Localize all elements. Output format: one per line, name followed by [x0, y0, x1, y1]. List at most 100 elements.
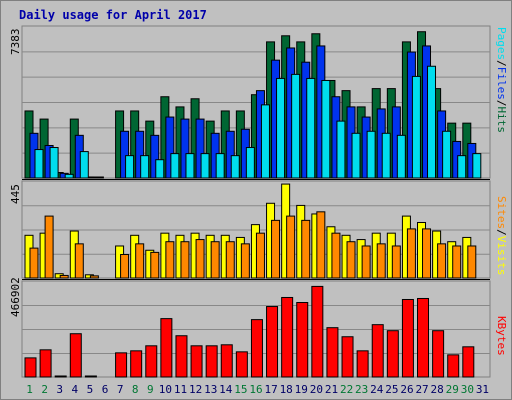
bar-pages-day-22	[351, 132, 361, 179]
bar-pages-day-4	[79, 151, 89, 179]
day-label-15: 15	[234, 383, 247, 396]
bar-kbytes-day-22	[341, 336, 354, 378]
bar-sites-day-23	[361, 245, 371, 279]
day-label-25: 25	[385, 383, 398, 396]
day-label-21: 21	[325, 383, 338, 396]
bar-sites-day-2	[44, 215, 54, 279]
day-label-22: 22	[340, 383, 353, 396]
bar-files-day-14	[225, 130, 235, 179]
bar-files-day-7	[120, 130, 130, 179]
day-label-10: 10	[159, 383, 172, 396]
bar-pages-day-27	[427, 65, 437, 179]
bar-pages-day-17	[276, 77, 286, 179]
day-label-26: 26	[400, 383, 413, 396]
day-label-20: 20	[310, 383, 323, 396]
bar-kbytes-day-23	[356, 350, 369, 378]
bar-kbytes-day-16	[250, 319, 263, 378]
bar-kbytes-day-7	[115, 352, 128, 378]
bar-kbytes-day-24	[371, 324, 384, 378]
bar-kbytes-day-8	[130, 350, 143, 378]
bar-pages-day-20	[321, 79, 331, 179]
bar-kbytes-day-19	[296, 302, 309, 378]
bar-pages-day-26	[411, 75, 421, 179]
bar-pages-day-1	[34, 149, 44, 179]
day-label-29: 29	[446, 383, 459, 396]
day-label-23: 23	[355, 383, 368, 396]
bar-pages-day-2	[49, 147, 59, 179]
bar-sites-day-13	[210, 241, 220, 279]
bar-pages-day-25	[396, 134, 406, 179]
bar-kbytes-day-29	[447, 354, 460, 378]
bar-kbytes-day-21	[326, 327, 339, 378]
day-label-9: 9	[147, 383, 154, 396]
bar-pages-day-5	[94, 176, 104, 179]
bar-kbytes-day-3	[54, 375, 67, 378]
day-label-1: 1	[26, 383, 33, 396]
bar-sites-day-20	[316, 211, 326, 279]
day-label-2: 2	[41, 383, 48, 396]
bar-kbytes-day-20	[311, 285, 324, 378]
bar-pages-day-28	[442, 130, 452, 179]
bar-kbytes-day-26	[401, 298, 414, 378]
day-label-5: 5	[87, 383, 94, 396]
bar-pages-day-7	[125, 155, 135, 179]
bar-sites-day-19	[301, 219, 311, 279]
bar-files-day-12	[195, 118, 205, 179]
bar-sites-day-18	[286, 215, 296, 279]
day-label-3: 3	[56, 383, 63, 396]
day-label-4: 4	[72, 383, 79, 396]
bar-sites-day-12	[195, 239, 205, 279]
bar-pages-day-8	[140, 155, 150, 179]
bar-sites-day-1	[29, 247, 39, 279]
bar-sites-day-15	[240, 243, 250, 279]
bar-kbytes-day-18	[281, 296, 294, 378]
bar-kbytes-day-4	[69, 333, 82, 378]
day-label-11: 11	[174, 383, 187, 396]
bar-pages-day-29	[457, 155, 467, 179]
day-label-13: 13	[204, 383, 217, 396]
bar-kbytes-day-25	[386, 330, 399, 378]
bar-sites-day-28	[437, 243, 447, 279]
bar-kbytes-day-30	[462, 346, 475, 378]
bar-kbytes-day-15	[235, 351, 248, 378]
bar-pages-day-9	[155, 159, 165, 179]
bar-kbytes-day-1	[24, 357, 37, 378]
bar-pages-day-30	[472, 153, 482, 179]
bar-sites-day-27	[422, 228, 432, 279]
bar-pages-day-3	[64, 173, 74, 179]
day-label-14: 14	[219, 383, 233, 396]
day-label-12: 12	[189, 383, 202, 396]
bar-sites-day-7	[120, 254, 130, 279]
bar-files-day-11	[180, 118, 190, 179]
bar-kbytes-day-2	[39, 349, 52, 378]
bar-pages-day-16	[260, 104, 270, 179]
day-label-24: 24	[370, 383, 384, 396]
bar-sites-day-11	[180, 241, 190, 279]
bar-pages-day-15	[245, 147, 255, 179]
day-label-31: 31	[476, 383, 489, 396]
bar-files-day-8	[135, 130, 145, 179]
day-label-30: 30	[461, 383, 474, 396]
bar-sites-day-17	[271, 219, 281, 279]
bar-sites-day-4	[74, 243, 84, 279]
day-label-19: 19	[295, 383, 308, 396]
bar-kbytes-day-11	[175, 335, 188, 378]
bar-files-day-9	[150, 134, 160, 179]
bar-pages-day-24	[381, 132, 391, 179]
bar-sites-day-22	[346, 241, 356, 279]
bar-files-day-10	[165, 116, 175, 179]
day-label-17: 17	[264, 383, 277, 396]
bar-sites-day-29	[452, 245, 462, 279]
day-label-27: 27	[415, 383, 428, 396]
bar-sites-day-10	[165, 241, 175, 279]
bar-sites-day-25	[391, 245, 401, 279]
bar-kbytes-day-9	[145, 345, 158, 378]
chart-title: Daily usage for April 2017	[19, 8, 207, 22]
bar-sites-day-14	[225, 241, 235, 279]
bar-sites-day-21	[331, 232, 341, 279]
bar-pages-day-13	[215, 153, 225, 179]
bar-kbytes-day-13	[205, 345, 218, 378]
bar-pages-day-10	[170, 153, 180, 179]
